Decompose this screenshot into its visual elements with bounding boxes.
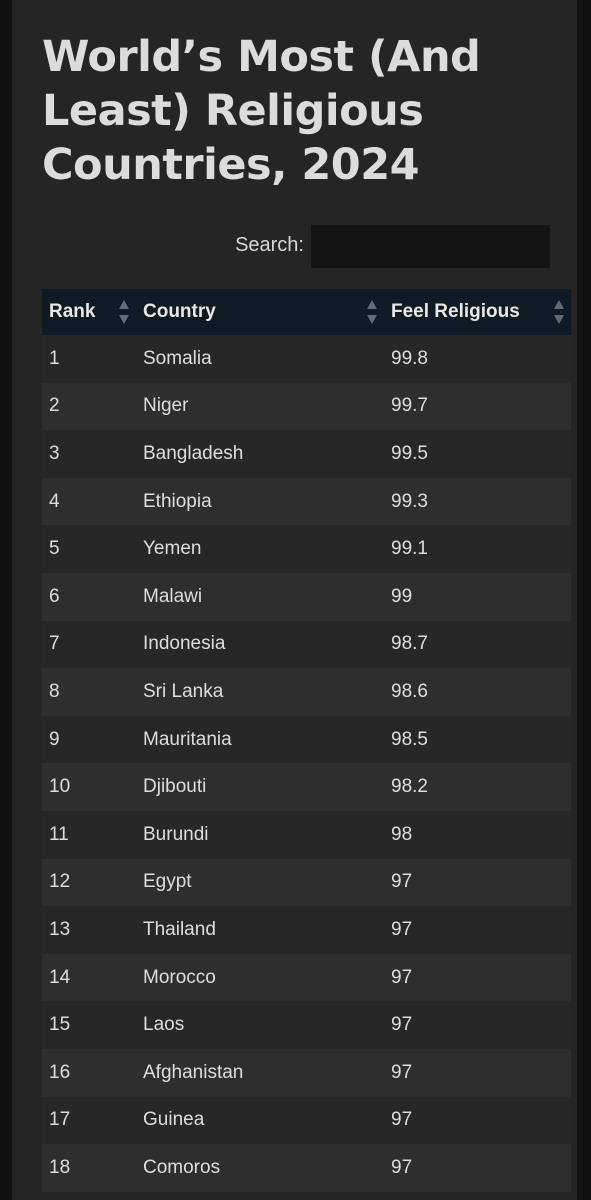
table-row: 8 Sri Lanka 98.6 bbox=[42, 668, 571, 716]
cell-rank: 6 bbox=[49, 585, 60, 607]
table-row: 15 Laos 97 bbox=[42, 1001, 571, 1049]
table-row: 18 Comoros 97 bbox=[42, 1144, 571, 1192]
cell-feel-religious: 99.8 bbox=[391, 347, 428, 369]
cell-rank: 4 bbox=[49, 490, 60, 512]
table-row: 10 Djibouti 98.2 bbox=[42, 763, 571, 811]
cell-country: Laos bbox=[143, 1014, 185, 1036]
cell-feel-religious: 98.2 bbox=[391, 776, 428, 798]
cell-rank: 9 bbox=[49, 728, 60, 750]
cell-country: Egypt bbox=[143, 871, 192, 893]
table-row: 17 Guinea 97 bbox=[42, 1096, 571, 1145]
cell-rank: 1 bbox=[49, 347, 60, 369]
cell-feel-religious: 98.6 bbox=[391, 680, 428, 702]
cell-feel-religious: 99.3 bbox=[391, 490, 428, 512]
cell-country: Morocco bbox=[143, 966, 216, 988]
table-row: 2 Niger 99.7 bbox=[42, 382, 571, 431]
cell-rank: 3 bbox=[49, 442, 60, 464]
table-row: 11 Burundi 98 bbox=[42, 810, 571, 859]
table-row: 12 Egypt 97 bbox=[42, 858, 571, 907]
cell-rank: 12 bbox=[49, 871, 71, 893]
table-row: 3 Bangladesh 99.5 bbox=[42, 430, 571, 478]
sort-icon[interactable] bbox=[118, 297, 130, 327]
column-header-rank[interactable]: Rank bbox=[42, 289, 136, 335]
cell-feel-religious: 97 bbox=[391, 871, 413, 893]
cell-country: Djibouti bbox=[143, 776, 207, 798]
cell-feel-religious: 97 bbox=[391, 1014, 413, 1036]
table-row: 1 Somalia 99.8 bbox=[42, 335, 571, 383]
cell-country: Yemen bbox=[143, 538, 202, 560]
cell-country: Comoros bbox=[143, 1156, 221, 1178]
cell-rank: 10 bbox=[49, 776, 71, 798]
cell-feel-religious: 97 bbox=[391, 966, 413, 988]
table-row: 7 Indonesia 98.7 bbox=[42, 620, 571, 669]
cell-country: Niger bbox=[143, 395, 189, 417]
column-header-label: Country bbox=[143, 301, 216, 322]
cell-feel-religious: 98.7 bbox=[391, 633, 428, 655]
cell-feel-religious: 99.5 bbox=[391, 442, 428, 464]
cell-country: Afghanistan bbox=[143, 1061, 244, 1083]
table-row: 9 Mauritania 98.5 bbox=[42, 715, 571, 764]
cell-rank: 5 bbox=[49, 538, 60, 560]
cell-feel-religious: 99.1 bbox=[391, 538, 428, 560]
cell-rank: 13 bbox=[49, 918, 71, 940]
cell-country: Indonesia bbox=[143, 633, 226, 655]
cell-feel-religious: 97 bbox=[391, 1156, 413, 1178]
cell-feel-religious: 98.5 bbox=[391, 728, 428, 750]
column-header-feel-religious[interactable]: Feel Religious bbox=[384, 289, 571, 335]
cell-country: Burundi bbox=[143, 823, 209, 845]
table-row: 5 Yemen 99.1 bbox=[42, 525, 571, 573]
cell-feel-religious: 98 bbox=[391, 823, 413, 845]
column-header-country[interactable]: Country bbox=[136, 289, 384, 335]
cell-feel-religious: 97 bbox=[391, 918, 413, 940]
cell-feel-religious: 97 bbox=[391, 1109, 413, 1131]
sort-icon[interactable] bbox=[366, 297, 378, 327]
data-table-container: Rank Country Feel Religious bbox=[42, 289, 571, 1192]
sort-icon[interactable] bbox=[553, 297, 565, 327]
cell-country: Thailand bbox=[143, 918, 216, 940]
content-panel bbox=[12, 0, 577, 1200]
table-header: Rank Country Feel Religious bbox=[42, 289, 571, 335]
cell-country: Ethiopia bbox=[143, 490, 212, 512]
table-body: 1 Somalia 99.8 2 Niger 99.7 3 Bangladesh 99.5 … bbox=[42, 335, 571, 1192]
cell-feel-religious: 97 bbox=[391, 1061, 413, 1083]
search-input[interactable] bbox=[311, 225, 550, 268]
cell-country: Malawi bbox=[143, 585, 203, 607]
cell-rank: 7 bbox=[49, 633, 60, 655]
table-row: 6 Malawi 99 bbox=[42, 572, 571, 621]
cell-rank: 14 bbox=[49, 966, 71, 988]
table-row: 14 Morocco 97 bbox=[42, 953, 571, 1002]
column-header-label: Rank bbox=[49, 301, 96, 322]
column-header-label: Feel Religious bbox=[391, 301, 520, 322]
cell-rank: 16 bbox=[49, 1061, 71, 1083]
cell-rank: 15 bbox=[49, 1014, 71, 1036]
cell-rank: 11 bbox=[49, 823, 69, 845]
religious-countries-table: Rank Country Feel Religious bbox=[42, 289, 571, 1192]
cell-country: Mauritania bbox=[143, 728, 232, 750]
cell-rank: 17 bbox=[49, 1109, 71, 1131]
table-row: 13 Thailand 97 bbox=[42, 906, 571, 954]
table-header-row: Rank Country Feel Religious bbox=[42, 289, 571, 335]
search-label: Search: bbox=[235, 234, 304, 256]
cell-country: Somalia bbox=[143, 347, 212, 369]
page-title: World’s Most (And Least) Religious Count… bbox=[42, 32, 481, 190]
table-row: 16 Afghanistan 97 bbox=[42, 1048, 571, 1097]
cell-rank: 8 bbox=[49, 680, 60, 702]
table-row: 4 Ethiopia 99.3 bbox=[42, 477, 571, 526]
cell-country: Guinea bbox=[143, 1109, 205, 1131]
cell-country: Bangladesh bbox=[143, 442, 244, 464]
cell-rank: 18 bbox=[49, 1156, 71, 1178]
cell-rank: 2 bbox=[49, 395, 60, 417]
cell-feel-religious: 99.7 bbox=[391, 395, 428, 417]
cell-country: Sri Lanka bbox=[143, 680, 224, 702]
cell-feel-religious: 99 bbox=[391, 585, 413, 607]
